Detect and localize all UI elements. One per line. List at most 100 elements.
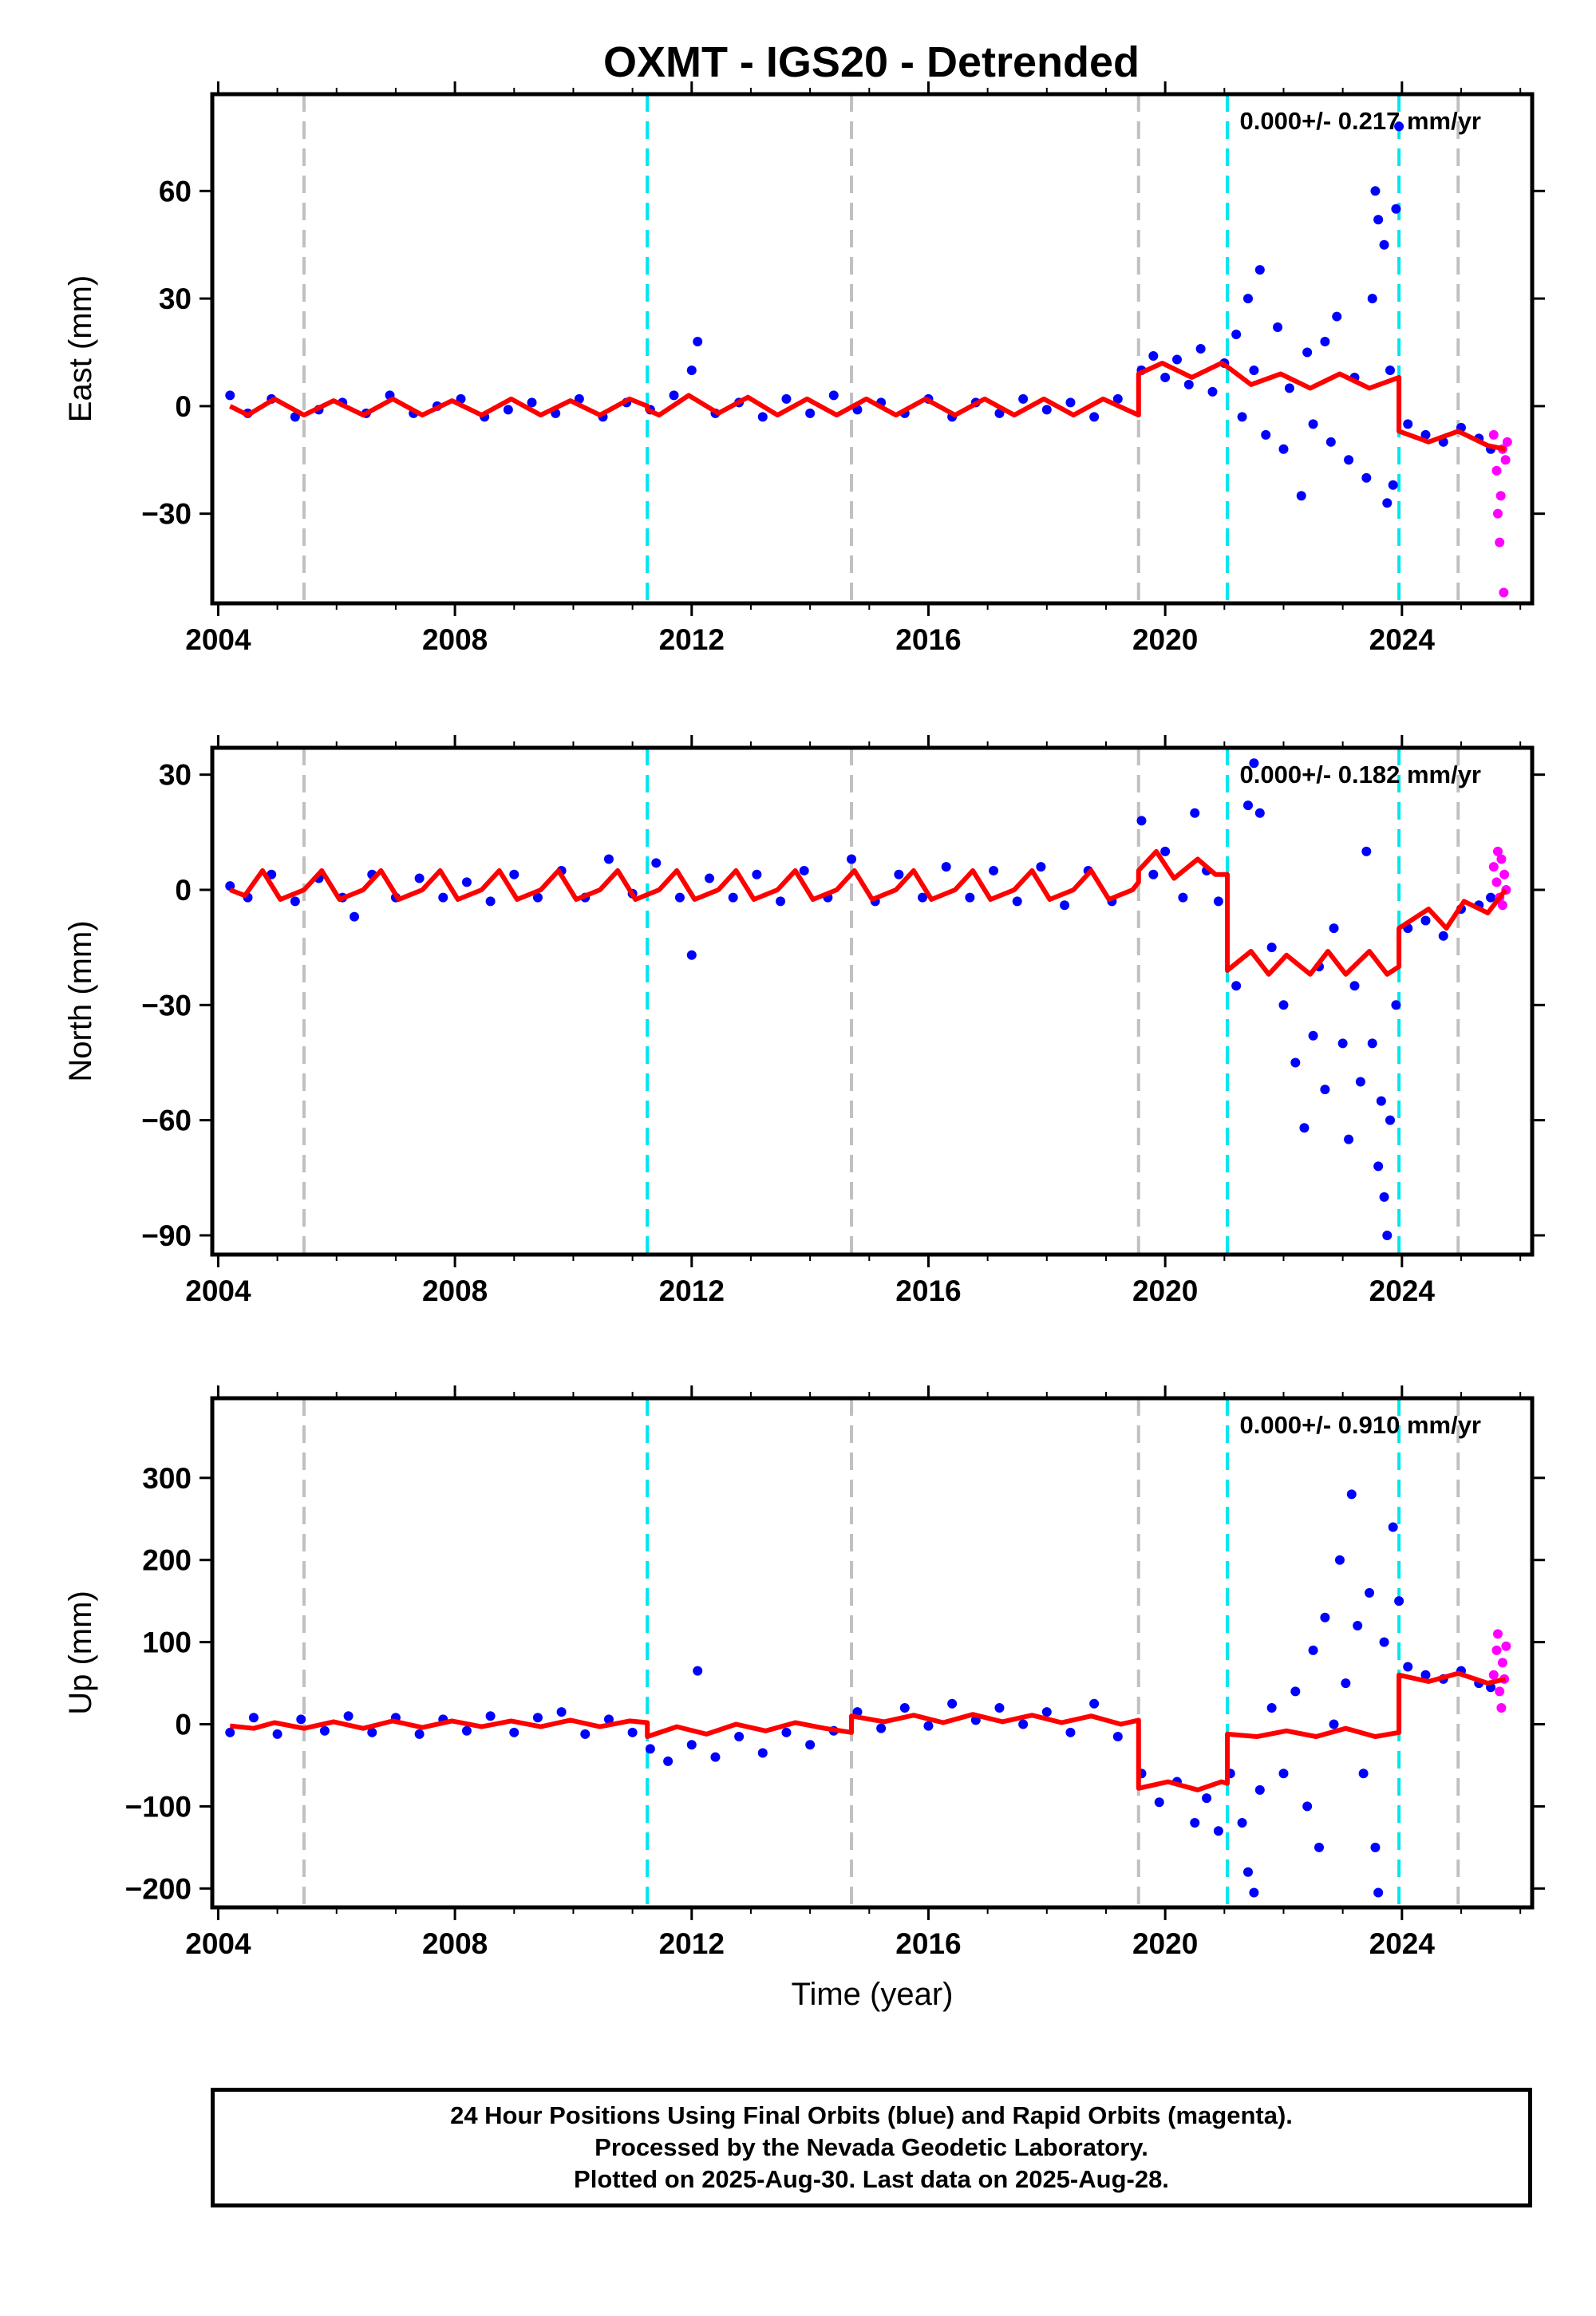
final-orbit-point (1361, 472, 1372, 483)
final-orbit-point (805, 1740, 816, 1750)
final-orbit-point (757, 412, 768, 422)
final-orbit-point (1254, 265, 1265, 275)
final-orbit-point (1382, 498, 1393, 508)
rapid-orbit-points (1488, 1629, 1511, 1713)
rapid-orbit-point (1499, 587, 1509, 598)
final-orbit-point (651, 858, 662, 868)
final-orbit-point (645, 1744, 655, 1754)
final-orbit-point (1148, 350, 1159, 361)
final-orbit-point (1273, 322, 1283, 333)
final-orbit-point (414, 873, 425, 883)
final-orbit-point (1112, 393, 1123, 404)
final-orbit-point (1403, 1662, 1413, 1672)
final-orbit-point (1202, 1793, 1212, 1804)
final-orbit-point (847, 854, 857, 864)
final-orbit-point (1249, 1887, 1259, 1898)
final-orbit-point (1254, 1784, 1265, 1795)
y-tick-label: −200 (125, 1872, 192, 1905)
rapid-orbit-point (1491, 1645, 1502, 1655)
final-orbit-point (1320, 337, 1330, 347)
final-orbit-point (705, 873, 715, 883)
final-orbit-point (1373, 1887, 1384, 1898)
x-tick-label: 2020 (1132, 623, 1198, 656)
final-orbit-point (728, 892, 738, 903)
rapid-orbit-point (1492, 508, 1503, 519)
final-orbit-points (225, 1489, 1496, 1898)
final-orbit-point (1171, 354, 1182, 365)
rapid-orbit-point (1502, 437, 1512, 447)
rapid-orbit-point (1495, 537, 1505, 547)
final-orbit-point (1266, 1702, 1277, 1713)
rapid-orbit-point (1488, 1670, 1499, 1680)
rapid-orbit-point (1492, 1629, 1503, 1639)
final-orbit-point (994, 1702, 1005, 1713)
final-orbit-point (1355, 1077, 1365, 1087)
final-orbit-point (894, 869, 904, 879)
rapid-orbit-point (1491, 465, 1502, 476)
final-orbit-point (1308, 1030, 1318, 1041)
final-orbit-point (710, 1752, 721, 1762)
footer-line-3: Plotted on 2025-Aug-30. Last data on 202… (574, 2165, 1169, 2193)
x-tick-label: 2008 (422, 623, 488, 656)
final-orbit-point (1391, 1000, 1401, 1010)
final-orbit-point (1373, 1161, 1384, 1172)
final-orbit-point (350, 911, 360, 922)
final-orbit-point (1290, 1057, 1301, 1068)
final-orbit-point (1334, 1555, 1345, 1565)
rapid-orbit-point (1497, 900, 1507, 911)
final-orbit-point (1254, 808, 1265, 818)
y-tick-label: −30 (141, 989, 192, 1022)
final-orbit-point (1320, 1612, 1330, 1622)
model-line (229, 1670, 1507, 1792)
final-orbit-point (1299, 1123, 1310, 1133)
final-orbit-point (965, 892, 975, 903)
y-tick-label: 0 (175, 874, 192, 907)
final-orbit-point (1296, 491, 1306, 501)
final-orbit-point (1160, 846, 1171, 856)
final-orbit-point (941, 862, 951, 872)
final-orbit-point (1213, 1826, 1223, 1836)
final-orbit-point (663, 1756, 674, 1766)
final-orbit-point (1089, 1698, 1100, 1709)
final-orbit-point (1160, 372, 1171, 382)
final-orbit-point (1314, 1842, 1324, 1852)
final-orbit-point (805, 408, 816, 418)
x-tick-label: 2012 (659, 1275, 725, 1307)
rapid-orbit-point (1495, 1686, 1505, 1697)
final-orbit-point (686, 365, 697, 375)
final-orbit-point (1344, 1134, 1354, 1144)
final-orbit-point (1190, 1818, 1200, 1828)
final-orbit-point (1337, 1038, 1348, 1049)
final-orbit-point (1041, 1707, 1052, 1717)
final-orbit-point (272, 1729, 282, 1739)
rapid-orbit-point (1491, 877, 1502, 887)
final-orbit-point (1320, 1085, 1330, 1095)
rapid-orbit-point (1496, 854, 1507, 864)
final-orbit-point (1370, 186, 1381, 196)
final-orbit-point (918, 892, 928, 903)
rapid-orbit-point (1497, 1658, 1507, 1668)
final-orbit-point (752, 869, 762, 879)
final-orbit-point (1341, 1678, 1351, 1689)
y-tick-label: 100 (142, 1626, 192, 1659)
model-line (229, 848, 1507, 977)
x-tick-label: 2020 (1132, 1927, 1198, 1960)
final-orbit-point (1376, 1096, 1386, 1106)
final-orbit-point (1394, 121, 1404, 132)
final-orbit-point (1308, 1645, 1318, 1655)
final-orbit-point (1136, 816, 1147, 826)
final-orbit-point (1284, 383, 1294, 393)
y-tick-label: 0 (175, 1709, 192, 1741)
final-orbit-point (580, 1729, 591, 1739)
y-tick-label: 0 (175, 390, 192, 423)
final-orbit-point (781, 1727, 792, 1737)
rapid-orbit-point (1492, 846, 1503, 856)
panel-east: 2004 2008 2012 2016 2020 2024 −30 0 30 60 East (mm… (63, 81, 1545, 656)
final-orbit-point (1420, 1670, 1431, 1680)
final-orbit-point (1036, 862, 1046, 872)
final-orbit-point (1403, 419, 1413, 429)
final-orbit-point (290, 412, 300, 422)
final-orbit-point (603, 1714, 614, 1725)
panels: 2004 2008 2012 2016 2020 2024 −30 0 30 60 East (mm… (63, 81, 1545, 2012)
